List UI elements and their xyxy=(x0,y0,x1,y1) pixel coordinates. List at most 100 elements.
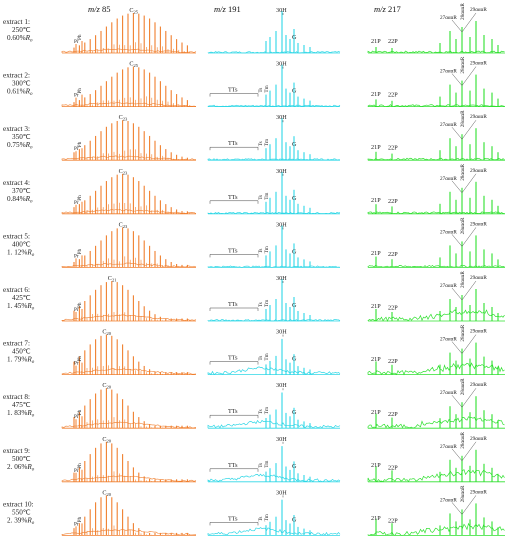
tm-label: Tm xyxy=(264,193,270,200)
sterane-connector xyxy=(451,227,477,247)
s28-label: 28αααR xyxy=(460,324,466,341)
s29-label: 29αααR xyxy=(470,114,487,120)
cmax-label: C20 xyxy=(102,489,111,497)
tts-label: TTs xyxy=(228,247,238,254)
ph-label: Ph xyxy=(77,517,83,523)
p21-label: 21P xyxy=(371,144,381,151)
s27-label: 27αααR xyxy=(440,337,457,343)
sample-maturity: 2. 39%Ro xyxy=(7,516,35,526)
mz191-trace xyxy=(207,473,341,483)
cmax-label: C20 xyxy=(102,436,111,444)
sample-temperature: 300℃ xyxy=(12,80,31,88)
s29-label: 29αααR xyxy=(470,221,487,227)
cmax-label: C25 xyxy=(129,7,138,15)
s29-label: 29αααR xyxy=(470,168,487,174)
tts-bracket xyxy=(209,468,259,472)
cmax-label: C20 xyxy=(102,329,111,337)
p21-label: 21P xyxy=(371,515,381,522)
sample-maturity: 0.75%Ro xyxy=(7,141,33,151)
s27-label: 27αααR xyxy=(440,229,457,235)
g-label: G xyxy=(292,356,297,363)
tts-label: TTs xyxy=(228,462,238,469)
tm-label: Tm xyxy=(264,353,270,360)
ts-label: Ts xyxy=(258,409,264,414)
mz85-trace xyxy=(61,262,197,268)
s27-label: 27αααR xyxy=(440,15,457,21)
sample-temperature: 550℃ xyxy=(12,508,31,516)
p21-label: 21P xyxy=(371,250,381,257)
cmax-label: C20 xyxy=(102,382,111,390)
p22-label: 22P xyxy=(388,358,398,365)
sample-maturity: 1. 45%Ro xyxy=(7,302,35,312)
pr-label: Pr xyxy=(74,521,79,527)
header-mz85: m/z 85 xyxy=(88,4,110,14)
p22-label: 22P xyxy=(388,198,398,205)
sample-name: extract 4: xyxy=(3,179,30,187)
mz217-trace xyxy=(367,50,505,54)
tts-label: TTs xyxy=(228,408,238,415)
cmax-label: C23 xyxy=(119,114,128,122)
s27-label: 27αααR xyxy=(440,122,457,128)
s28-label: 28αααR xyxy=(460,110,466,127)
s28-label: 28αααR xyxy=(460,431,466,448)
sample-temperature: 250℃ xyxy=(12,26,31,34)
p22-label: 22P xyxy=(388,145,398,152)
h30-label: 30H xyxy=(276,7,287,14)
h30-label: 30H xyxy=(276,275,287,282)
pr-label: Pr xyxy=(74,253,79,259)
mz217-trace xyxy=(367,264,505,268)
tts-label: TTs xyxy=(228,355,238,362)
p21-label: 21P xyxy=(371,197,381,204)
mz85-trace xyxy=(61,102,197,107)
ts-label: Ts xyxy=(258,249,264,254)
ph-label: Ph xyxy=(77,302,83,308)
cmax-label: C23 xyxy=(119,221,128,229)
g-label: G xyxy=(292,141,297,148)
mz191-trace xyxy=(207,419,341,429)
s27-label: 27αααR xyxy=(440,283,457,289)
sample-name: extract 8: xyxy=(3,393,30,401)
p22-label: 22P xyxy=(388,518,398,525)
sterane-connector xyxy=(451,12,477,33)
sample-maturity: 0.84%Ro xyxy=(7,195,33,205)
s28-label: 28αααR xyxy=(460,378,466,395)
sample-temperature: 350℃ xyxy=(12,133,31,141)
mz191-trace xyxy=(207,319,341,322)
ph-label: Ph xyxy=(77,141,83,147)
g-label: G xyxy=(292,302,297,309)
s27-label: 27αααR xyxy=(440,69,457,75)
cmax-label: C21 xyxy=(108,275,117,283)
g-label: G xyxy=(292,409,297,416)
sample-name: extract 2: xyxy=(3,72,30,80)
p21-label: 21P xyxy=(371,409,381,416)
s28-label: 28αααR xyxy=(460,271,466,288)
sterane-connector xyxy=(451,66,477,87)
ts-label: Ts xyxy=(258,517,264,522)
mz85-trace xyxy=(61,475,197,482)
tts-bracket xyxy=(209,200,259,204)
h30-label: 30H xyxy=(276,168,287,175)
s29-label: 29αααR xyxy=(470,489,487,495)
g-label: G xyxy=(292,516,297,523)
h30-label: 30H xyxy=(276,221,287,228)
h30-label: 30H xyxy=(276,114,287,121)
tts-bracket xyxy=(209,307,259,311)
p22-label: 22P xyxy=(388,38,398,45)
sterane-connector xyxy=(451,280,477,301)
pr-label: Pr xyxy=(74,200,79,206)
mz217-trace xyxy=(367,522,505,536)
pr-label: Pr xyxy=(74,468,79,474)
p21-label: 21P xyxy=(371,91,381,98)
sample-maturity: 2. 06%Ro xyxy=(7,463,35,473)
mz217-trace xyxy=(367,416,505,429)
pr-label: Pr xyxy=(74,414,79,420)
sample-maturity: 1. 83%Ro xyxy=(7,409,35,419)
s28-label: 28αααR xyxy=(460,485,466,502)
sample-name: extract 7: xyxy=(3,340,30,348)
mz85-trace xyxy=(61,368,197,375)
